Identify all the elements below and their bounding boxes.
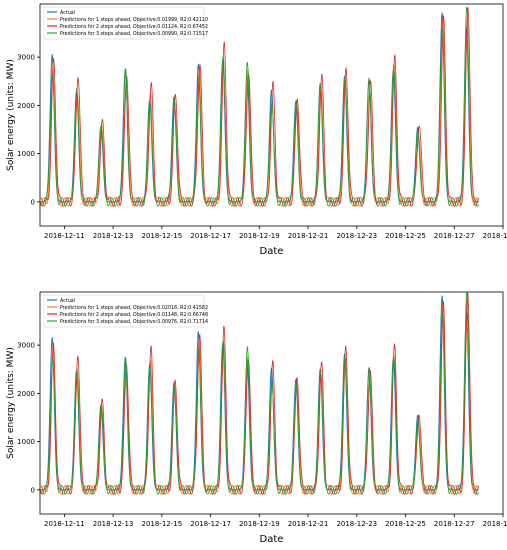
x-tick-label: 2018-12-29 <box>483 520 507 528</box>
x-tick-label: 2018-12-13 <box>93 520 134 528</box>
x-tick-label: 2018-12-19 <box>239 232 280 240</box>
legend-entry: Predictions for 3 steps ahead, Objective… <box>60 319 208 325</box>
legend-entry: Actual <box>60 10 75 16</box>
x-tick-label: 2018-12-27 <box>434 232 475 240</box>
series-line-3 <box>40 292 479 495</box>
x-tick-label: 2018-12-25 <box>385 520 426 528</box>
legend-entry: Predictions for 1 steps ahead, Objective… <box>60 17 208 23</box>
y-axis-label: Solar energy (units: MW) <box>6 59 16 171</box>
y-tick-label: 2000 <box>17 102 35 110</box>
y-tick-label: 3000 <box>17 54 35 62</box>
legend-entry: Actual <box>60 298 75 304</box>
chart-top: 0 1000 2000 3000 2018-12-11 2018-12-13 2018-12… <box>6 3 507 257</box>
series-line-3 <box>40 6 479 207</box>
y-tick-label: 0 <box>31 198 35 206</box>
y-tick-label: 1000 <box>17 150 35 158</box>
legend-entry: Predictions for 2 steps ahead, Objective… <box>60 24 208 30</box>
x-tick-label: 2018-12-13 <box>93 232 134 240</box>
x-axis-label: Date <box>260 246 284 257</box>
x-tick-label: 2018-12-27 <box>434 520 475 528</box>
legend-entry: Predictions for 2 steps ahead, Objective… <box>60 312 208 318</box>
x-tick-label: 2018-12-15 <box>141 520 182 528</box>
x-tick-label: 2018-12-15 <box>141 232 182 240</box>
plot-frame <box>39 3 504 227</box>
x-tick-label: 2018-12-11 <box>44 232 85 240</box>
x-tick-label: 2018-12-21 <box>288 232 329 240</box>
y-axis-label: Solar energy (units: MW) <box>6 347 16 459</box>
x-tick-label: 2018-12-17 <box>190 520 231 528</box>
x-tick-label: 2018-12-29 <box>483 232 507 240</box>
y-tick-label: 3000 <box>17 342 35 350</box>
series-line-2 <box>40 292 479 496</box>
x-tick-label: 2018-12-19 <box>239 520 280 528</box>
x-tick-label: 2018-12-25 <box>385 232 426 240</box>
x-tick-label: 2018-12-17 <box>190 232 231 240</box>
series-line-0 <box>40 12 479 203</box>
x-axis-label: Date <box>260 534 284 545</box>
legend-entry: Predictions for 1 steps ahead, Objective… <box>60 305 208 311</box>
legend-box <box>43 6 205 40</box>
y-tick-label: 0 <box>31 486 35 494</box>
y-tick-label: 1000 <box>17 438 35 446</box>
y-tick-label: 2000 <box>17 390 35 398</box>
x-tick-label: 2018-12-23 <box>336 520 377 528</box>
x-tick-label: 2018-12-21 <box>288 520 329 528</box>
series-line-2 <box>40 7 479 208</box>
plot-frame <box>39 291 504 515</box>
x-tick-label: 2018-12-11 <box>44 520 85 528</box>
x-tick-label: 2018-12-23 <box>336 232 377 240</box>
legend-entry: Predictions for 3 steps ahead, Objective… <box>60 31 208 37</box>
series-line-1 <box>40 305 479 495</box>
legend-box <box>43 294 205 328</box>
chart-bottom: 0 1000 2000 3000 2018-12-11 2018-12-13 2018-12… <box>6 291 507 545</box>
